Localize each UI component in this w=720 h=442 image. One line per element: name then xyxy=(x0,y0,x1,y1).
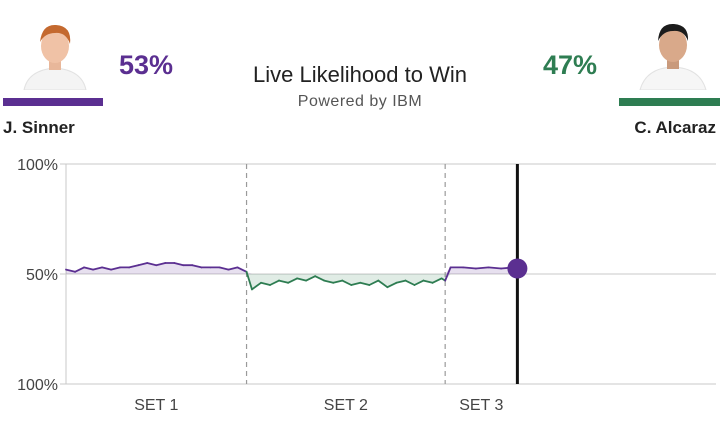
series-line-segment xyxy=(359,281,371,286)
leader-area-right xyxy=(66,274,518,290)
series-line-segment xyxy=(227,266,239,271)
set-label: SET 1 xyxy=(134,397,178,414)
set-label: SET 3 xyxy=(459,397,503,414)
series-line-segment xyxy=(296,277,308,282)
y-tick-label: 50% xyxy=(26,267,58,284)
series-line-segment xyxy=(191,264,203,269)
series-line-segment xyxy=(332,279,344,284)
series-line-segment xyxy=(341,279,353,286)
set-label: SET 2 xyxy=(324,397,368,414)
player-left-color-bar xyxy=(3,98,103,106)
series-line-segment xyxy=(245,270,253,291)
player-left-name: J. Sinner xyxy=(3,118,75,137)
player-left-photo xyxy=(14,18,96,90)
series-line-segment xyxy=(137,262,149,267)
player-right-color-bar xyxy=(619,98,720,106)
series-line-segment xyxy=(218,266,230,271)
series-line-segment xyxy=(269,279,280,286)
series-line-segment xyxy=(444,266,452,282)
chart-subtitle: Powered by IBM xyxy=(297,93,423,110)
series-line-segment xyxy=(278,279,289,284)
leader-area-left xyxy=(66,263,518,274)
series-line-segment xyxy=(368,279,380,286)
series-line-segment xyxy=(65,268,76,273)
series-line-segment xyxy=(92,266,104,271)
series-line-segment xyxy=(287,277,299,284)
series-line-segment xyxy=(173,262,185,267)
series-line-segment xyxy=(404,279,416,286)
y-tick-label: 100% xyxy=(17,157,58,174)
series-line-segment xyxy=(350,281,362,286)
series-line-segment xyxy=(305,275,317,282)
series-line-segment xyxy=(74,266,85,273)
player-right-photo xyxy=(632,18,714,90)
player-right-name: C. Alcaraz xyxy=(634,118,716,137)
series-line-segment xyxy=(413,279,425,286)
series-line-segment xyxy=(377,279,389,289)
series-line-segment xyxy=(128,264,140,269)
current-position-marker[interactable] xyxy=(507,258,528,279)
player-left-percent: 53% xyxy=(119,50,174,80)
series-line-segment xyxy=(146,262,158,267)
series-line-segment xyxy=(101,266,113,271)
series-line-segment xyxy=(251,281,262,291)
series-line-segment xyxy=(314,275,326,282)
series-line-segment xyxy=(462,266,477,270)
series-line-segment xyxy=(431,277,443,284)
series-line-segment xyxy=(236,266,248,273)
player-right-percent: 47% xyxy=(543,50,598,80)
series-line-segment xyxy=(487,266,503,270)
series-line-segment xyxy=(323,279,335,284)
series-line-segment xyxy=(422,279,434,284)
series-line-segment xyxy=(155,262,167,267)
series-line-segment xyxy=(110,266,122,271)
chart-title: Live Likelihood to Win xyxy=(252,62,467,87)
series-line-segment xyxy=(474,266,490,270)
y-tick-label: 100% xyxy=(17,377,58,394)
series-line-segment xyxy=(395,279,407,284)
series-line-segment xyxy=(260,281,271,286)
series-line-segment xyxy=(386,281,398,289)
series-line-segment xyxy=(83,266,94,271)
